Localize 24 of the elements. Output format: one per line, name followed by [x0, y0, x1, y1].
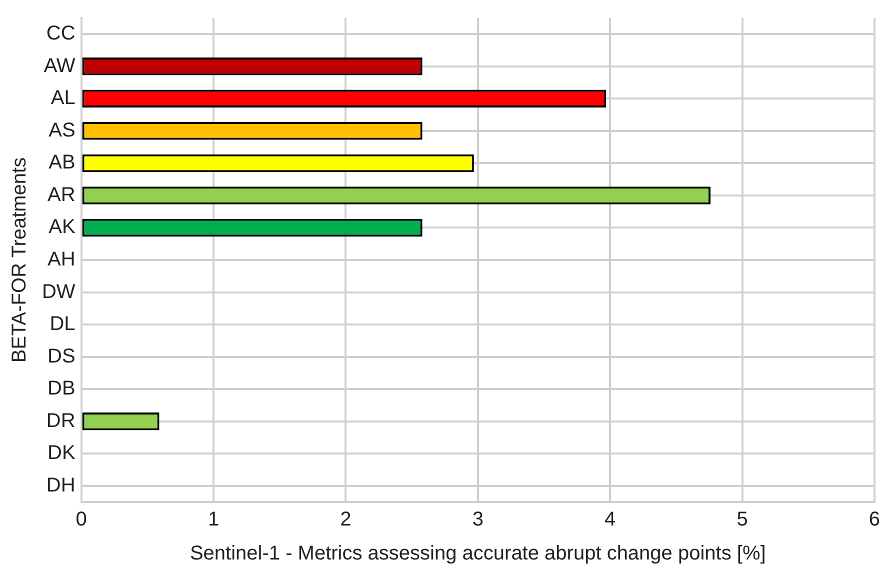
x-tick-label: 3 — [472, 508, 484, 531]
y-tick-label: AK — [48, 216, 76, 238]
x-axis-title: Sentinel-1 - Metrics assessing accurate abrupt change points [%] — [190, 542, 766, 565]
y-tick-label: AW — [44, 54, 76, 77]
y-tick-label: DR — [46, 410, 76, 432]
x-tick-label: 5 — [736, 508, 748, 531]
y-tick-label: DB — [48, 378, 76, 400]
y-tick-label: DH — [46, 474, 76, 496]
y-tick-label: DK — [48, 442, 76, 464]
x-tick-label: 2 — [340, 508, 352, 531]
y-tick-label: AH — [48, 248, 76, 271]
x-tick-label: 6 — [868, 508, 880, 531]
x-tick-label: 1 — [208, 508, 220, 531]
y-tick-label: AR — [48, 184, 76, 206]
y-tick-label: AB — [48, 152, 76, 174]
x-tick-label: 4 — [604, 508, 616, 531]
y-axis-title: BETA-FOR Treatments — [8, 157, 31, 363]
y-tick-label: AS — [48, 119, 76, 142]
x-tick-label: 0 — [76, 508, 87, 531]
y-tick-label: DS — [48, 345, 76, 368]
y-tick-label: AL — [50, 87, 76, 110]
y-tick-label: DW — [42, 280, 76, 303]
y-tick-label: DL — [50, 313, 76, 336]
y-tick-label: CC — [46, 22, 76, 45]
